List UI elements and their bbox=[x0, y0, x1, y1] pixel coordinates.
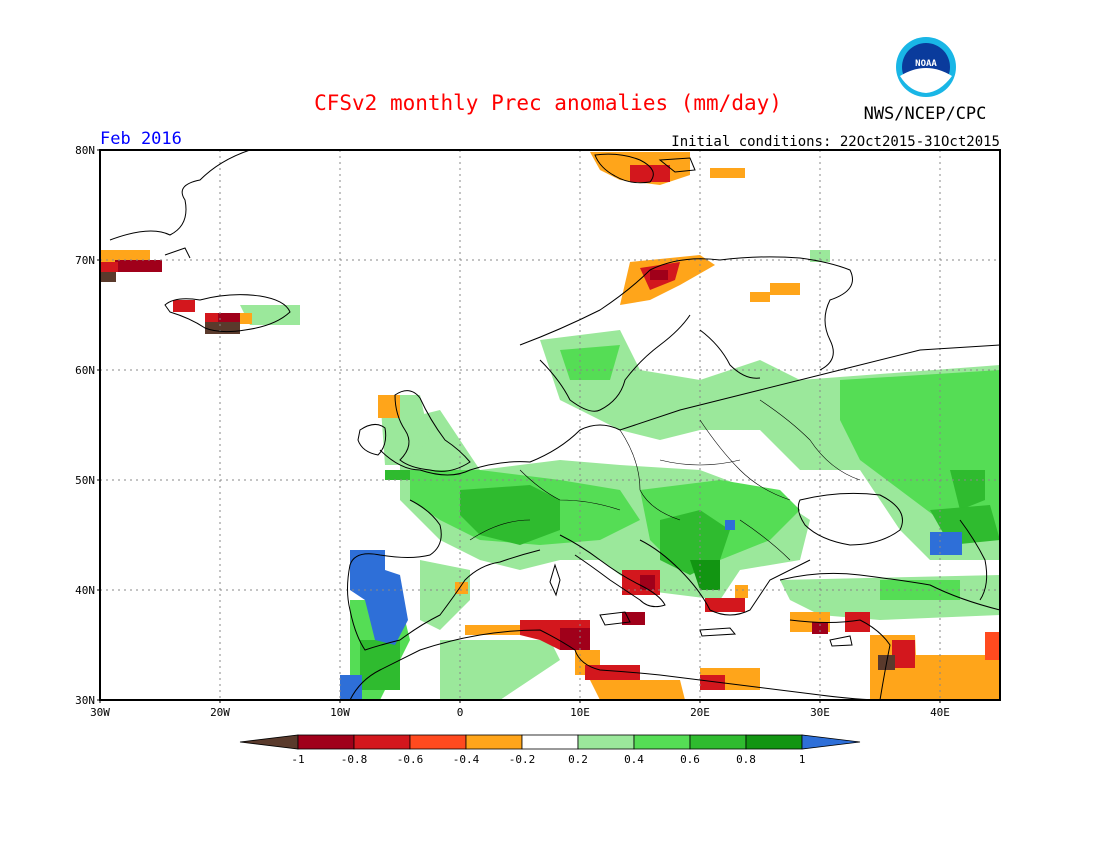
legend-tick-label: -0.4 bbox=[453, 753, 480, 766]
legend-tick-label: 0.2 bbox=[568, 753, 588, 766]
lat-tick-label: 30N bbox=[75, 694, 95, 707]
legend-tick-label: 1 bbox=[799, 753, 806, 766]
lon-tick-label: 20W bbox=[210, 706, 230, 719]
lat-tick-label: 60N bbox=[75, 364, 95, 377]
lon-tick-label: 40E bbox=[930, 706, 950, 719]
lat-tick-label: 70N bbox=[75, 254, 95, 267]
legend-swatch bbox=[633, 734, 691, 750]
map-frame bbox=[99, 149, 1001, 701]
legend-tick-label: -0.8 bbox=[341, 753, 368, 766]
legend-swatch bbox=[353, 734, 411, 750]
color-legend: -1 -0.8 -0.6 -0.4 -0.2 0.2 0.4 0.6 0.8 1 bbox=[239, 734, 861, 766]
lon-tick-label: 20E bbox=[690, 706, 710, 719]
lat-tick-label: 40N bbox=[75, 584, 95, 597]
map-plot-area bbox=[100, 150, 1000, 700]
legend-swatch bbox=[689, 734, 747, 750]
latitude-labels: 80N 70N 60N 50N 40N 30N bbox=[75, 144, 100, 707]
agency-label: NWS/NCEP/CPC bbox=[864, 104, 987, 124]
lat-tick-label: 50N bbox=[75, 474, 95, 487]
lon-tick-label: 10W bbox=[330, 706, 350, 719]
country-borders bbox=[469, 399, 861, 561]
legend-tick-label: 0.8 bbox=[736, 753, 756, 766]
chart-title: CFSv2 monthly Prec anomalies (mm/day) bbox=[314, 91, 782, 115]
lon-tick-label: 0 bbox=[457, 706, 464, 719]
legend-tick-label: 0.6 bbox=[680, 753, 700, 766]
legend-tick-label: 0.4 bbox=[624, 753, 644, 766]
legend-arrow-high bbox=[801, 734, 861, 750]
legend-tick-label: -0.2 bbox=[509, 753, 536, 766]
legend-tick-label: -1 bbox=[291, 753, 304, 766]
lon-tick-label: 30W bbox=[90, 706, 110, 719]
month-label: Feb 2016 bbox=[100, 129, 182, 149]
legend-arrow-low bbox=[239, 734, 299, 750]
lon-tick-label: 30E bbox=[810, 706, 830, 719]
initial-conditions-label: Initial conditions: 22Oct2015-31Oct2015 bbox=[671, 134, 1000, 150]
logo-text: NOAA bbox=[915, 59, 937, 69]
lon-tick-label: 10E bbox=[570, 706, 590, 719]
legend-swatch bbox=[409, 734, 467, 750]
noaa-logo: NOAA bbox=[896, 37, 956, 97]
longitude-labels: 30W 20W 10W 0 10E 20E 30E 40E bbox=[90, 700, 950, 719]
legend-swatch bbox=[521, 734, 579, 750]
lat-tick-label: 80N bbox=[75, 144, 95, 157]
legend-tick-label: -0.6 bbox=[397, 753, 424, 766]
legend-swatch bbox=[745, 734, 803, 750]
anomaly-shading bbox=[100, 152, 1000, 700]
legend-swatch bbox=[297, 734, 355, 750]
legend-swatch bbox=[465, 734, 523, 750]
legend-swatch bbox=[577, 734, 635, 750]
coastlines bbox=[109, 150, 1000, 700]
